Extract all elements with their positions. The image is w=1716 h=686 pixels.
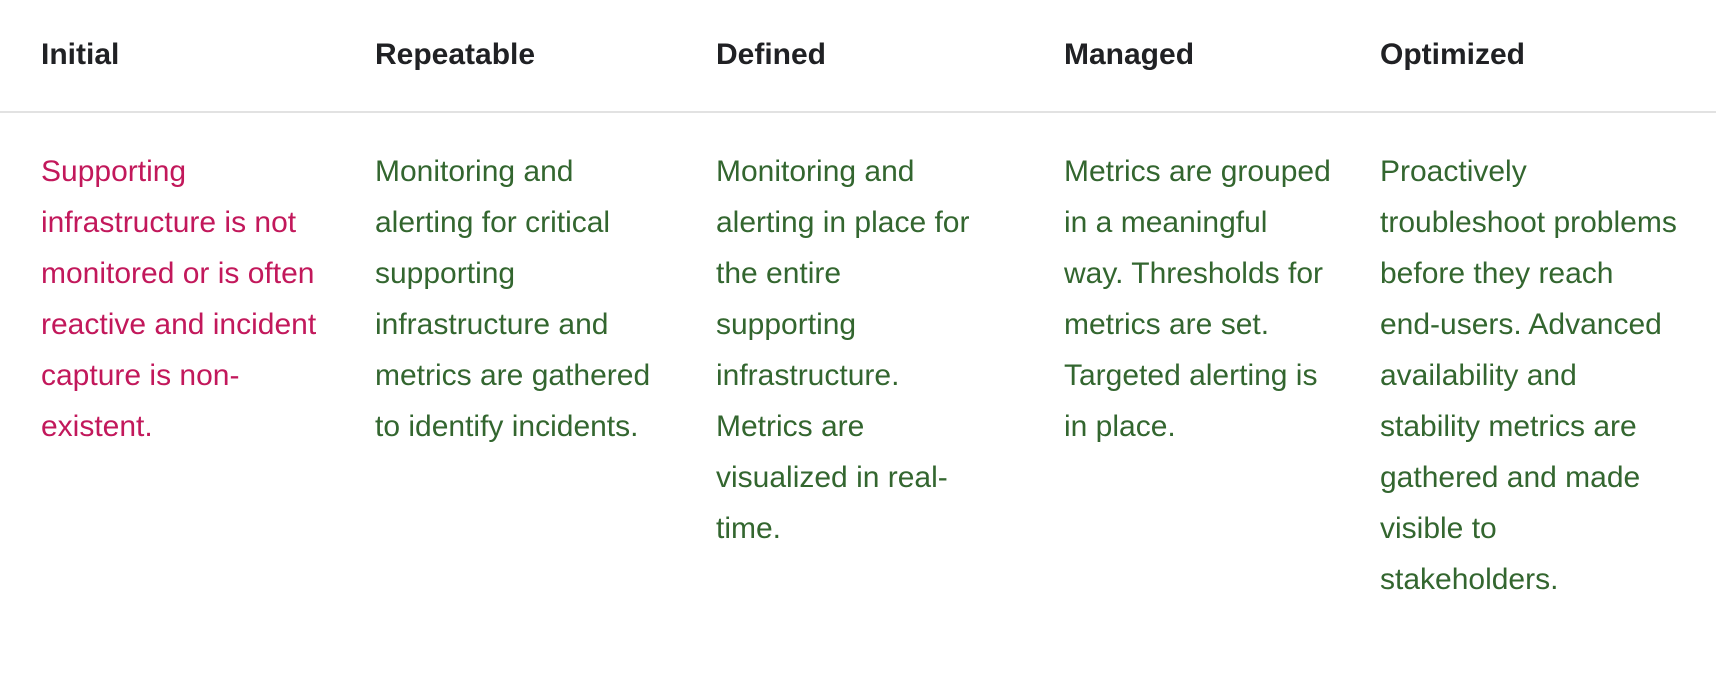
table-header-row: Initial Repeatable Defined Managed Optim… [0, 0, 1716, 113]
cell-initial: Supporting infrastructure is not monitor… [41, 155, 317, 443]
header-managed: Managed [1064, 38, 1195, 71]
cell-optimized: Proactively troubleshoot problems before… [1380, 155, 1677, 596]
cell-repeatable: Monitoring and alerting for critical sup… [375, 155, 651, 443]
cell-managed: Metrics are grouped in a meaningful way.… [1064, 155, 1331, 443]
header-repeatable: Repeatable [375, 38, 536, 71]
table-row: Supporting infrastructure is not monitor… [0, 113, 1716, 686]
cell-defined: Monitoring and alerting in place for the… [716, 155, 970, 545]
header-initial: Initial [41, 38, 120, 71]
header-optimized: Optimized [1380, 38, 1526, 71]
header-defined: Defined [716, 38, 827, 71]
